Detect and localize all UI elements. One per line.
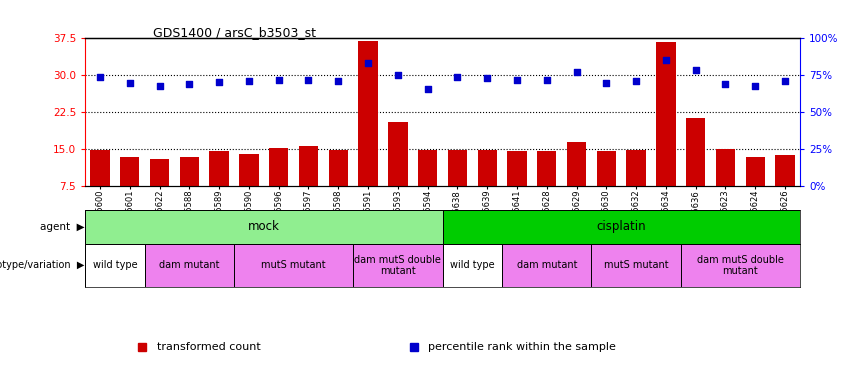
Point	[123, 80, 136, 86]
Text: mutS mutant: mutS mutant	[261, 260, 326, 270]
Text: dam mutant: dam mutant	[159, 260, 220, 270]
Bar	[775, 154, 795, 223]
Point	[391, 72, 405, 78]
Text: wild type: wild type	[450, 260, 494, 270]
Bar	[507, 151, 527, 223]
Point	[213, 79, 226, 85]
Bar	[85, 244, 145, 287]
Bar	[269, 148, 288, 223]
Bar	[85, 210, 443, 244]
Bar	[299, 146, 318, 223]
Bar	[239, 153, 259, 223]
Point	[659, 57, 672, 63]
Point	[153, 83, 167, 89]
Text: dam mutS double
mutant: dam mutS double mutant	[697, 255, 784, 276]
Text: percentile rank within the sample: percentile rank within the sample	[428, 342, 616, 352]
Bar	[328, 150, 348, 223]
Bar	[597, 151, 616, 223]
Text: wild type: wild type	[93, 260, 137, 270]
Point	[271, 78, 285, 84]
Point	[718, 81, 732, 87]
Bar	[745, 157, 765, 223]
Bar	[145, 244, 234, 287]
Point	[778, 78, 791, 84]
Point	[688, 67, 702, 73]
Point	[510, 77, 523, 83]
Point	[629, 78, 643, 84]
Point	[301, 77, 315, 83]
Bar	[388, 122, 408, 223]
Point	[540, 78, 553, 84]
Point	[420, 86, 434, 92]
Bar	[353, 244, 443, 287]
Point	[242, 78, 255, 84]
Bar	[477, 150, 497, 223]
Text: agent  ▶: agent ▶	[40, 222, 84, 232]
Point	[599, 80, 613, 86]
Bar	[443, 244, 502, 287]
Bar	[502, 244, 591, 287]
Text: dam mutS double
mutant: dam mutS double mutant	[354, 255, 442, 276]
Text: mock: mock	[248, 220, 280, 233]
Bar	[120, 158, 140, 223]
Bar	[567, 142, 586, 223]
Bar	[716, 148, 735, 223]
Point	[451, 74, 465, 80]
Point	[570, 69, 584, 75]
Bar	[358, 41, 378, 223]
Bar	[418, 150, 437, 223]
Point	[182, 81, 196, 87]
Point	[480, 75, 494, 81]
Bar	[656, 42, 676, 223]
Bar	[686, 118, 705, 223]
Bar	[681, 244, 800, 287]
Bar	[90, 150, 110, 223]
Bar	[591, 244, 681, 287]
Bar	[150, 159, 169, 223]
Bar	[180, 157, 199, 223]
Bar	[537, 151, 557, 223]
Bar	[448, 150, 467, 223]
Point	[361, 60, 374, 66]
Point	[94, 75, 107, 81]
Bar	[626, 150, 646, 223]
Text: mutS mutant: mutS mutant	[604, 260, 668, 270]
Text: cisplatin: cisplatin	[597, 220, 646, 233]
Point	[749, 83, 762, 89]
Bar	[443, 210, 800, 244]
Text: genotype/variation  ▶: genotype/variation ▶	[0, 260, 84, 270]
Text: GDS1400 / arsC_b3503_st: GDS1400 / arsC_b3503_st	[153, 26, 317, 39]
Bar	[234, 244, 353, 287]
Text: transformed count: transformed count	[157, 342, 260, 352]
Point	[331, 78, 346, 84]
Text: dam mutant: dam mutant	[517, 260, 577, 270]
Bar	[209, 151, 229, 223]
